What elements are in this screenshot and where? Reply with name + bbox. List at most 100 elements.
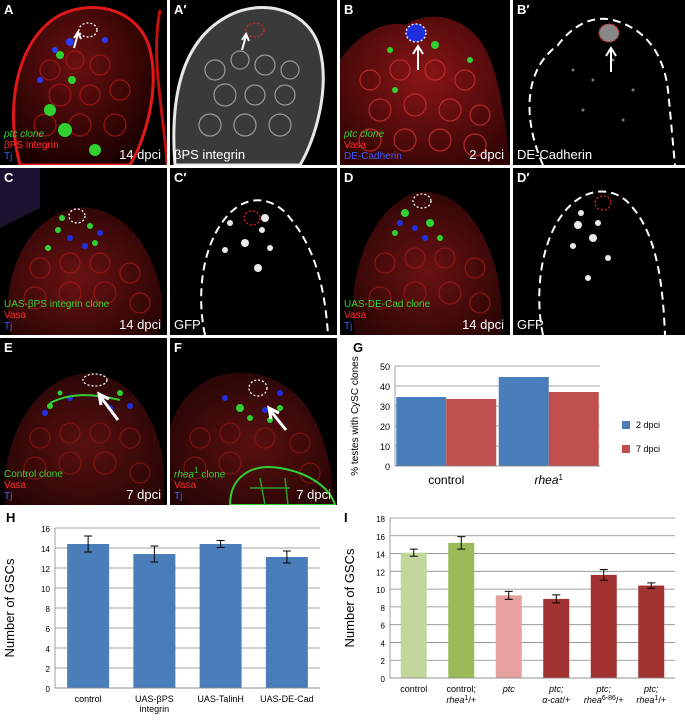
legend: UAS-βPS integrin clone Vasa Tj (4, 299, 109, 332)
panel-label: A′ (174, 2, 187, 17)
panel-d: D UAS-DE-Cad clone Vasa Tj 14 dpci (340, 168, 510, 335)
legend-swatch (622, 445, 630, 453)
x-tick-label-part: /+ (658, 695, 666, 705)
legend-vasa: Vasa (4, 310, 27, 321)
bar (265, 557, 308, 688)
y-tick-label: 40 (380, 382, 390, 392)
x-tick-label: control (75, 694, 102, 704)
x-tick-label: rhea1/+ (446, 695, 476, 706)
y-tick-label: 4 (46, 645, 51, 654)
panel-label: A (4, 2, 14, 17)
panel-label: C (4, 170, 14, 185)
chart-g-svg: 0 10 20 30 40 50 % testes with CySC clones cont… (350, 356, 660, 487)
time-label: 14 dpci (119, 147, 161, 162)
bar (67, 544, 110, 688)
x-tick-label: control (428, 473, 464, 487)
y-axis-label: Number of GSCs (342, 548, 357, 647)
x-tick-label-part: 1 (464, 695, 468, 702)
panel-label-i: I (344, 510, 348, 525)
panel-a: A ptc clone βPS integrin Tj 14 dpci (0, 0, 167, 165)
panel-c-prime: C′ GFP (170, 168, 337, 335)
micrograph-c (0, 168, 163, 335)
x-tick-label-part: α-cat (542, 695, 563, 705)
bar (495, 595, 522, 678)
time-label: 2 dpci (469, 147, 504, 162)
y-tick-label: 8 (46, 605, 51, 614)
y-tick-label: 16 (41, 525, 50, 534)
time-label: 14 dpci (119, 317, 161, 332)
legend-label: 2 dpci (636, 420, 660, 430)
legend: ptc clone βPS integrin Tj (4, 129, 59, 162)
x-tick-label-part: rhea (584, 695, 602, 705)
bar (448, 542, 475, 678)
x-tick-label-allele: 1 (559, 473, 564, 482)
x-tick-label-part: control; (446, 684, 476, 694)
legend-clone-suffix: clone (198, 469, 226, 480)
legend: Control clone Vasa Tj (4, 469, 63, 502)
panel-d-prime: D′ GFP (513, 168, 685, 335)
panel-label: C′ (174, 170, 187, 185)
bar (548, 392, 599, 466)
x-tick-label-part: ptc; (643, 684, 659, 694)
legend-vasa: Vasa (344, 310, 367, 321)
micrograph-b (340, 16, 510, 165)
bar (446, 399, 497, 466)
legend-vasa: Vasa (4, 480, 27, 491)
x-tick-label-part: rhea (446, 695, 464, 705)
chart-i-svg: 0 2 4 6 8 10 12 14 16 18 Number of GSCs control cont… (342, 515, 675, 706)
y-tick-label: 10 (41, 585, 50, 594)
legend-label: 7 dpci (636, 444, 660, 454)
panel-label-g: G (353, 340, 364, 355)
panel-b: B ptc clone Vasa DE-Cadherin 2 dpci (340, 0, 510, 165)
legend-tj: Tj (344, 321, 353, 332)
legend-clone: Control clone (4, 469, 63, 480)
legend-vasa: Vasa (174, 480, 197, 491)
chart-g: G 0 10 20 30 40 50 % testes with CySC clones co… (340, 338, 685, 505)
panel-label: B′ (517, 2, 530, 17)
legend-stain: βPS integrin (4, 140, 59, 151)
panel-b-prime: B′ DE-Cadherin (513, 0, 685, 165)
x-tick-label: UAS-βPS (135, 694, 174, 704)
legend: rhea1 clone Vasa Tj (174, 465, 225, 502)
legend-vasa: Vasa (344, 140, 367, 151)
panel-label-h: H (6, 510, 16, 525)
legend-clone: UAS-βPS integrin clone (4, 299, 110, 310)
legend-clone: UAS-DE-Cad clone (344, 299, 431, 310)
x-tick-label-part: 1 (654, 695, 658, 702)
x-tick-label: UAS-TalinH (197, 694, 244, 704)
y-tick-label: 16 (376, 533, 385, 542)
bar (590, 574, 617, 678)
x-tick-label-gene: rhea (535, 473, 559, 487)
legend: UAS-DE-Cad clone Vasa Tj (344, 299, 430, 332)
time-label: 7 dpci (126, 487, 161, 502)
y-tick-label: 2 (381, 657, 386, 666)
y-tick-label: 50 (380, 362, 390, 372)
bar (543, 598, 570, 678)
x-tick-label-part: ptc; (595, 684, 611, 694)
x-tick-label-part: /+ (616, 695, 624, 705)
channel-title: βPS integrin (174, 147, 246, 162)
micrograph-a (11, 6, 167, 165)
y-tick-label: 10 (380, 442, 390, 452)
chart-h-svg: 0 2 4 6 8 10 12 14 16 Number of GSCs control UAS-βP… (2, 525, 320, 714)
chart-i: I 0 2 4 6 8 10 12 14 16 18 Number of GSCs control co… (340, 508, 685, 717)
legend-tj: Tj (4, 151, 13, 162)
panel-e: E Control clone Vasa Tj 7 dpci (0, 338, 167, 505)
x-tick-label: rhea6-86/+ (584, 695, 624, 706)
panel-label: F (174, 340, 182, 355)
x-tick-label-part: 6-86 (602, 695, 616, 702)
micrograph-d-prime (538, 190, 666, 335)
micrograph-f (170, 372, 337, 505)
micrograph-d (352, 192, 502, 335)
panel-a-prime: A′ βPS integrin (170, 0, 337, 165)
micrograph-b-prime (528, 17, 676, 165)
bar (638, 585, 665, 678)
bar (133, 554, 176, 688)
x-tick-label: α-cat/+ (542, 695, 570, 705)
y-tick-label: 12 (376, 568, 385, 577)
legend-clone: ptc clone (344, 129, 385, 140)
y-tick-label: 10 (376, 586, 385, 595)
x-tick-label: UAS-DE-Cad (260, 694, 314, 704)
y-tick-label: 4 (381, 639, 386, 648)
channel-title: GFP (517, 317, 544, 332)
